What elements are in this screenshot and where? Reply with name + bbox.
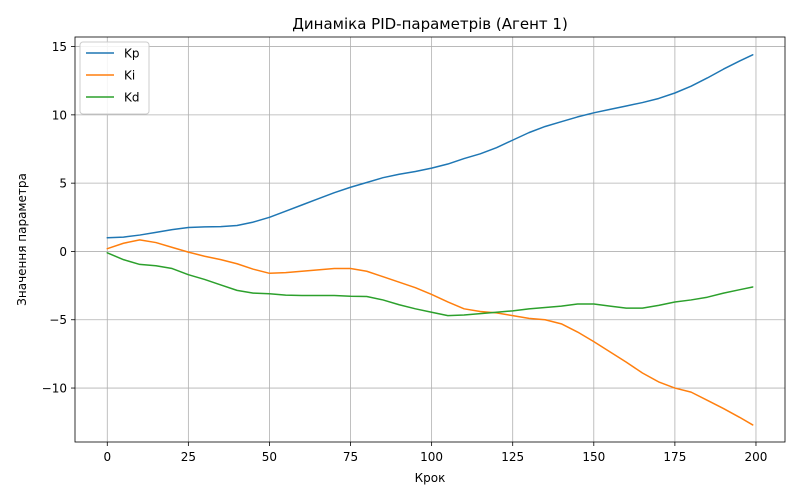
legend-label-kp: Kp <box>124 47 140 61</box>
y-axis-title: Значення параметра <box>15 173 29 306</box>
x-tick-label: 125 <box>501 450 524 464</box>
series-line-kd <box>106 252 754 317</box>
x-tick-label: 100 <box>420 450 443 464</box>
x-tick-label: 175 <box>663 450 686 464</box>
x-tick-label: 0 <box>103 450 111 464</box>
x-tick-label: 75 <box>343 450 358 464</box>
y-tick-label: 0 <box>59 245 67 259</box>
x-tick-label: 150 <box>582 450 605 464</box>
legend-label-ki: Ki <box>124 69 135 83</box>
y-tick-label: −5 <box>49 313 67 327</box>
series-line-kp <box>106 54 754 239</box>
x-tick-label: 25 <box>181 450 196 464</box>
plot-area-frame <box>74 36 786 443</box>
chart-title: Динаміка PID-параметрів (Агент 1) <box>292 15 568 33</box>
legend: Kp Ki Kd <box>79 41 150 115</box>
series-lines <box>106 54 754 426</box>
legend-label-kd: Kd <box>124 91 140 105</box>
y-tick-label: 10 <box>52 108 67 122</box>
axis-ticks: 0 25 50 75 100 125 150 175 200 −10 −5 0 5 10 15 <box>42 40 768 464</box>
y-tick-label: 15 <box>52 40 67 54</box>
legend-box <box>79 41 150 115</box>
y-tick-label: 5 <box>59 177 67 191</box>
y-tick-label: −10 <box>42 382 67 396</box>
series-line-ki <box>106 239 754 426</box>
x-axis-title: Крок <box>415 471 446 485</box>
x-tick-label: 50 <box>262 450 277 464</box>
x-tick-label: 200 <box>745 450 768 464</box>
grid <box>75 37 785 442</box>
